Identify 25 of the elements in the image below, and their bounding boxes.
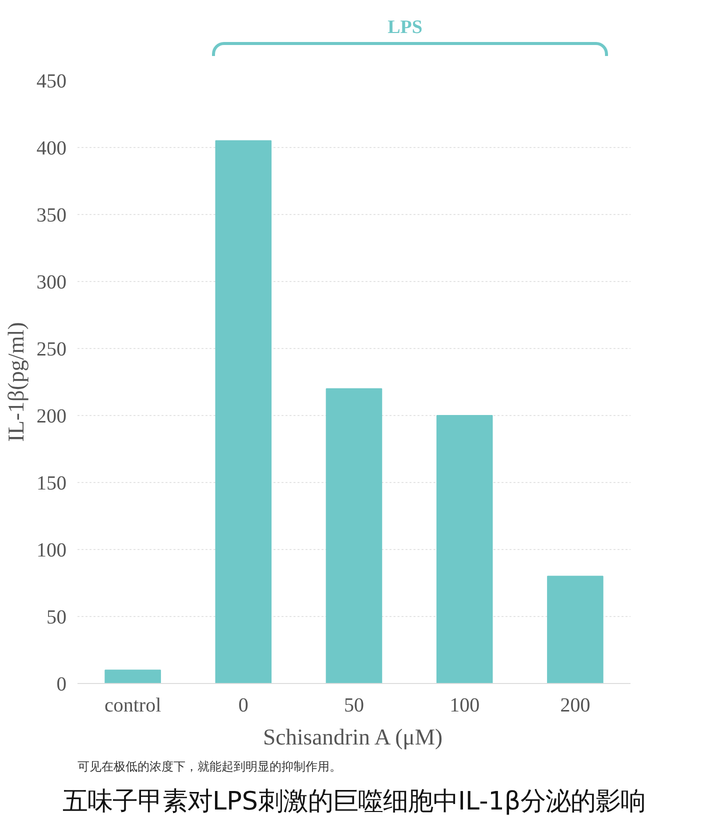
bar xyxy=(326,388,382,684)
text: 可见在极低的浓度下，就能起到明显的抑制作用。 xyxy=(78,760,342,774)
text: LPS xyxy=(386,16,424,40)
text: 五味子甲素对LPS刺激的巨噬细胞中IL-1β分泌的影响 xyxy=(62,786,646,816)
y-tick-label: 400 xyxy=(36,138,66,160)
y-tick-label: 0 xyxy=(56,674,66,696)
y-tick-label: 50 xyxy=(46,606,66,628)
y-tick-label: 100 xyxy=(36,540,66,562)
bar xyxy=(547,576,604,684)
y-tick-label: 250 xyxy=(36,338,66,360)
x-tick-label: 0 xyxy=(238,694,248,716)
x-tick-label: 200 xyxy=(560,694,590,716)
y-axis-title: IL-1β(pg/ml) xyxy=(4,322,28,442)
y-tick-label: 200 xyxy=(36,406,66,428)
y-tick-label: 300 xyxy=(36,272,66,294)
bar xyxy=(104,670,161,684)
x-tick-label: 100 xyxy=(450,694,480,716)
y-tick-label: 450 xyxy=(36,70,66,92)
x-tick-label: 50 xyxy=(344,694,364,716)
bar xyxy=(436,415,493,684)
y-tick-label: 150 xyxy=(36,472,66,494)
x-axis-title: Schisandrin A (μM) xyxy=(262,724,443,750)
y-tick-label: 350 xyxy=(36,204,66,226)
bar xyxy=(215,140,272,684)
x-tick-label: control xyxy=(104,694,162,716)
